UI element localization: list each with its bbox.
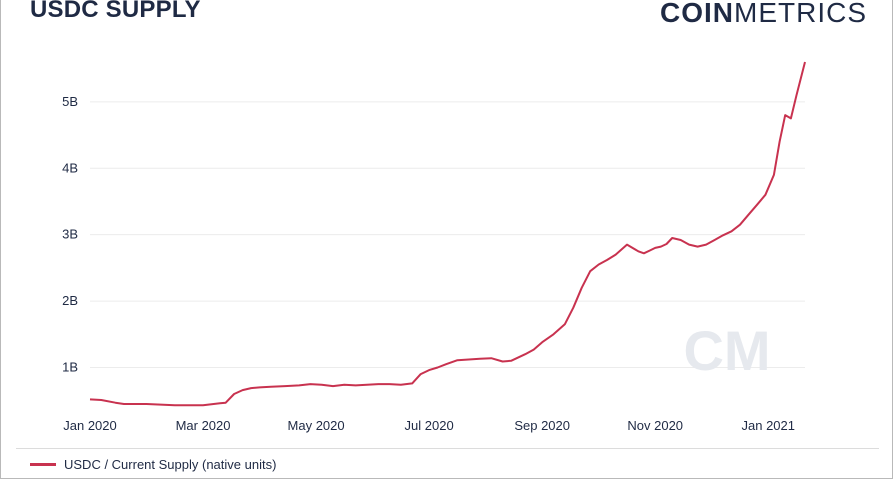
- watermark-text: CM: [683, 319, 770, 382]
- legend-label: USDC / Current Supply (native units): [64, 457, 277, 472]
- grid-lines: [90, 101, 805, 368]
- x-tick-label: Jul 2020: [405, 418, 454, 433]
- x-tick-label: Nov 2020: [627, 418, 683, 433]
- y-tick-label: 4B: [62, 160, 78, 175]
- chart-title: USDC SUPPLY: [30, 0, 201, 23]
- y-tick-label: 1B: [62, 359, 78, 374]
- x-tick-label: Jan 2021: [742, 418, 796, 433]
- x-tick-label: Mar 2020: [176, 418, 231, 433]
- brand-logo-light: METRICS: [734, 0, 867, 28]
- brand-logo-bold: COIN: [660, 0, 734, 28]
- legend-divider: [16, 448, 879, 449]
- watermark: CM: [683, 319, 770, 382]
- y-tick-label: 3B: [62, 227, 78, 242]
- x-tick-label: May 2020: [288, 418, 345, 433]
- series-lines: [89, 61, 806, 407]
- y-tick-label: 2B: [62, 293, 78, 308]
- y-tick-label: 5B: [62, 94, 78, 109]
- legend-swatch: [30, 463, 56, 466]
- y-axis-ticks: 1B 2B 3B 4B 5B: [62, 94, 78, 375]
- x-tick-label: Jan 2020: [63, 418, 117, 433]
- series-line-usdc-supply: [89, 61, 806, 407]
- brand-logo: COINMETRICS: [660, 0, 867, 29]
- x-tick-label: Sep 2020: [514, 418, 570, 433]
- x-axis-ticks: Jan 2020 Mar 2020 May 2020 Jul 2020 Sep 2020…: [63, 418, 795, 433]
- legend[interactable]: USDC / Current Supply (native units): [30, 457, 276, 472]
